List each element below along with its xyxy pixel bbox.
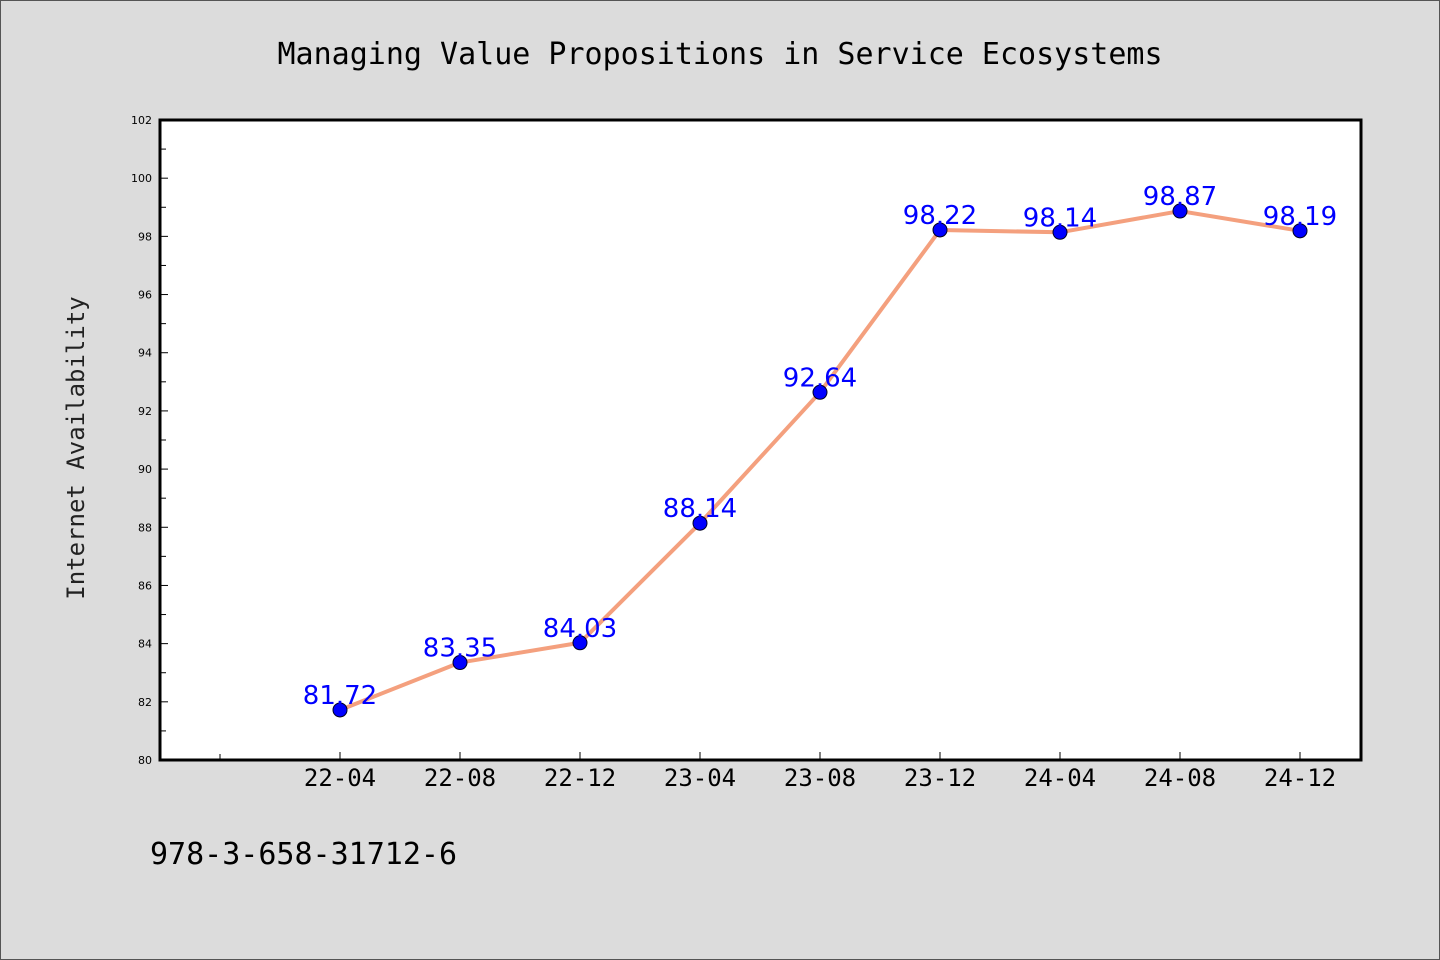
data-point (452, 655, 468, 671)
data-label: 88.14 (663, 494, 737, 524)
y-tick-label: 100 (131, 172, 152, 185)
isbn-label: 978-3-658-31712-6 (150, 837, 457, 872)
y-tick-label: 90 (138, 463, 152, 476)
data-label: 98.87 (1143, 182, 1217, 212)
x-tick-label: 22-04 (304, 764, 376, 792)
data-label: 83.35 (423, 634, 497, 664)
y-tick-label: 92 (138, 405, 152, 418)
data-label: 98.14 (1023, 203, 1097, 233)
x-tick-label: 22-12 (544, 764, 616, 792)
x-tick-label: 24-04 (1024, 764, 1096, 792)
data-labels-layer: 81.72 83.35 84.03 88.14 92.64 98.22 98.14 98.87… (303, 182, 1337, 711)
x-tick-label: 22-08 (424, 764, 496, 792)
data-point (812, 384, 828, 400)
data-point (692, 515, 708, 531)
series-layer (332, 203, 1308, 718)
plot-area (158, 118, 1363, 762)
data-point (1052, 224, 1068, 240)
x-axis: 22-04 22-08 22-12 23-04 23-08 23-12 24-04 24-08… (219, 752, 1336, 792)
data-label: 81.72 (303, 681, 377, 711)
y-tick-label: 96 (138, 289, 152, 302)
x-tick-label: 23-08 (784, 764, 856, 792)
data-label: 98.19 (1263, 202, 1337, 232)
y-axis-label: Internet Availability (62, 296, 90, 599)
y-axis: 80 82 84 86 88 90 92 94 96 98 100 102 (131, 114, 168, 767)
data-point (1292, 223, 1308, 239)
x-tick-label: 23-04 (664, 764, 736, 792)
data-point (332, 702, 348, 718)
data-point (572, 635, 588, 651)
y-tick-label: 86 (138, 579, 152, 592)
y-tick-label: 80 (138, 754, 152, 767)
y-tick-label: 102 (131, 114, 152, 127)
data-label: 98.22 (903, 201, 977, 231)
x-tick-label: 24-08 (1144, 764, 1216, 792)
y-tick-label: 84 (138, 638, 152, 651)
y-tick-label: 82 (138, 696, 152, 709)
y-tick-label: 88 (138, 521, 152, 534)
data-label: 92.64 (783, 363, 857, 393)
x-tick-label: 23-12 (904, 764, 976, 792)
y-tick-label: 98 (138, 230, 152, 243)
data-point (1172, 203, 1188, 219)
x-tick-label: 24-12 (1264, 764, 1336, 792)
y-tick-label: 94 (138, 347, 152, 360)
data-point (932, 222, 948, 238)
chart-title: Managing Value Propositions in Service E… (277, 37, 1162, 72)
data-label: 84.03 (543, 614, 617, 644)
